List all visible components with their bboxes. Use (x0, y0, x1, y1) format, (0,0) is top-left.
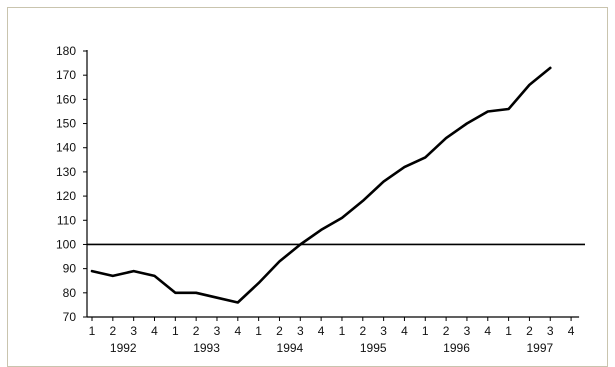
y-axis-ticks: 70 80 90 100 110 120 130 140 150 160 170 180 (56, 44, 87, 324)
y-tick-label: 80 (63, 286, 77, 300)
x-tick-label: 3 (130, 324, 137, 338)
x-tick-label: 3 (464, 324, 471, 338)
x-tick-label: 2 (109, 324, 116, 338)
x-tick-label: 2 (276, 324, 283, 338)
y-tick-label: 150 (56, 117, 76, 131)
x-tick-label: 4 (568, 324, 575, 338)
series-group (90, 66, 552, 304)
x-tick-label: 4 (318, 324, 325, 338)
x-tick-label: 2 (443, 324, 450, 338)
year-label: 1993 (193, 341, 220, 355)
x-tick-label: 4 (484, 324, 491, 338)
x-tick-label: 1 (505, 324, 512, 338)
x-tick-label: 1 (172, 324, 179, 338)
x-tick-label: 3 (297, 324, 304, 338)
x-tick-label: 3 (380, 324, 387, 338)
y-tick-label: 180 (56, 44, 76, 58)
year-label: 1994 (277, 341, 304, 355)
y-tick-label: 90 (63, 262, 77, 276)
year-label: 1995 (360, 341, 387, 355)
year-label: 1992 (110, 341, 137, 355)
y-tick-label: 120 (56, 189, 76, 203)
y-tick-label: 70 (63, 310, 77, 324)
y-tick-label: 140 (56, 141, 76, 155)
x-tick-label: 2 (526, 324, 533, 338)
x-tick-label: 3 (547, 324, 554, 338)
y-tick-label: 160 (56, 92, 76, 106)
x-tick-label: 4 (401, 324, 408, 338)
year-label: 1996 (443, 341, 470, 355)
axes (86, 50, 580, 318)
y-tick-label: 170 (56, 68, 76, 82)
year-label: 1997 (526, 341, 553, 355)
x-tick-label: 1 (255, 324, 262, 338)
y-tick-label: 110 (57, 213, 76, 227)
x-tick-label: 1 (89, 324, 96, 338)
x-tick-label: 3 (214, 324, 221, 338)
x-tick-label: 2 (359, 324, 366, 338)
series-line (90, 66, 552, 304)
x-tick-label: 1 (422, 324, 429, 338)
y-tick-label: 100 (56, 237, 76, 251)
x-tick-label: 1 (339, 324, 346, 338)
x-tick-label: 4 (234, 324, 241, 338)
x-tick-label: 4 (151, 324, 158, 338)
x-tick-label: 2 (193, 324, 200, 338)
y-tick-label: 130 (56, 165, 76, 179)
